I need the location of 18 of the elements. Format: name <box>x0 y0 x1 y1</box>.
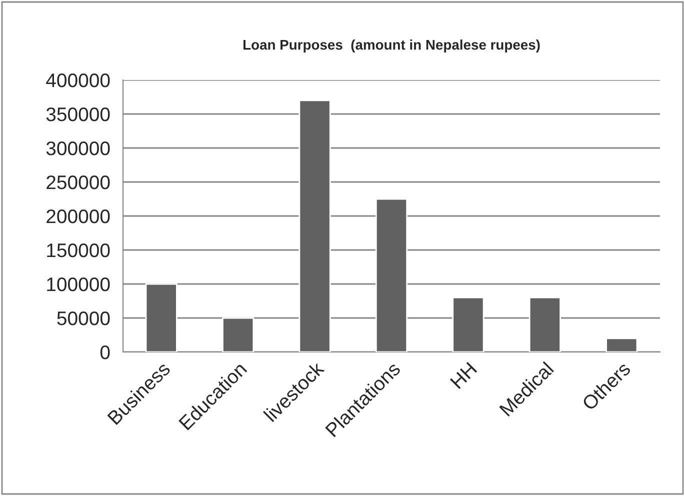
bar <box>528 296 561 352</box>
x-tick-label: HH <box>450 362 478 390</box>
y-tick-label: 50000 <box>57 311 110 326</box>
y-tick-label: 350000 <box>46 107 110 122</box>
y-tick-label: 300000 <box>46 141 110 156</box>
chart-title: Loan Purposes (amount in Nepalese rupees) <box>243 40 540 52</box>
bar <box>375 198 408 352</box>
bar <box>452 296 484 352</box>
bar <box>298 100 331 352</box>
y-tick-label: 200000 <box>46 209 110 224</box>
bar <box>606 338 638 352</box>
bar <box>222 317 254 352</box>
y-tick-label: 150000 <box>47 243 110 258</box>
y-tick-label: 0 <box>100 345 110 360</box>
y-tick-label: 100000 <box>47 277 110 292</box>
y-tick-label: 400000 <box>46 73 110 88</box>
y-tick-label: 250000 <box>46 175 110 190</box>
bar <box>145 283 178 352</box>
